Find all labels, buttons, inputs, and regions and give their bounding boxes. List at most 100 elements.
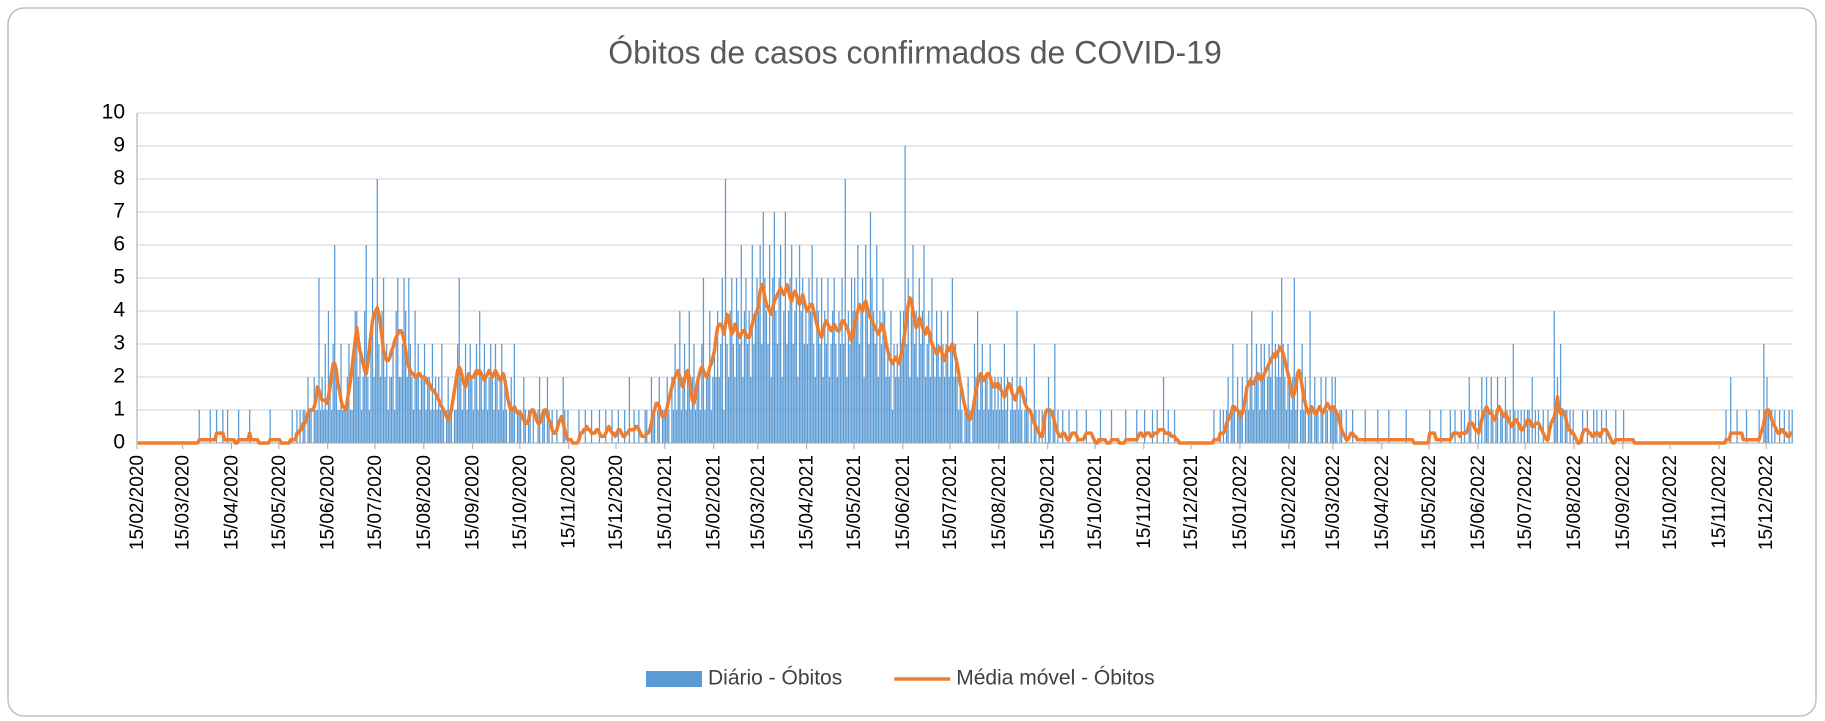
bar	[1222, 410, 1225, 443]
bar	[1600, 410, 1603, 443]
bar	[910, 311, 913, 443]
bar	[1076, 410, 1078, 443]
bar	[832, 311, 834, 443]
bar	[445, 410, 448, 443]
bar	[393, 410, 396, 443]
bar	[1495, 410, 1497, 443]
bar	[1292, 377, 1294, 443]
bar	[847, 311, 850, 443]
bar	[1002, 410, 1004, 443]
bar	[334, 245, 336, 443]
legend-label: Diário - Óbitos	[708, 667, 842, 690]
y-tick-label: 9	[113, 134, 125, 157]
bar	[1285, 410, 1288, 443]
bar	[657, 410, 659, 443]
bar	[433, 410, 435, 443]
bar	[1057, 410, 1059, 443]
bar	[803, 344, 805, 443]
bar	[1238, 410, 1240, 443]
bar	[743, 311, 746, 443]
bar	[529, 410, 531, 443]
bar	[1492, 410, 1494, 443]
bar	[491, 377, 493, 443]
bar	[512, 410, 514, 443]
bar	[713, 344, 716, 443]
bar	[857, 245, 859, 443]
bar	[455, 410, 457, 443]
bar	[921, 311, 924, 443]
bar	[756, 278, 758, 443]
bar	[907, 278, 909, 443]
bar	[866, 311, 868, 443]
bar	[502, 410, 504, 443]
x-tick-label: 15/11/2020	[559, 455, 580, 549]
bar	[980, 377, 982, 443]
bar	[1254, 377, 1256, 443]
bar	[751, 245, 753, 443]
bar	[1271, 311, 1273, 443]
x-tick-label: 15/10/2022	[1660, 455, 1681, 550]
bar	[735, 278, 738, 443]
bar	[486, 410, 489, 443]
bar	[397, 278, 399, 443]
bar	[805, 311, 807, 443]
bar	[1284, 377, 1286, 443]
bar	[1315, 410, 1317, 443]
bar	[375, 311, 377, 443]
bar	[1311, 410, 1313, 443]
bar	[754, 311, 757, 443]
bar	[457, 344, 459, 443]
bar	[198, 410, 200, 443]
bar	[513, 344, 515, 443]
bar	[694, 410, 697, 443]
x-tick-label: 15/08/2022	[1564, 455, 1585, 550]
bar	[668, 410, 670, 443]
x-tick-label: 15/05/2022	[1419, 455, 1440, 550]
bar	[772, 278, 774, 443]
x-tick-label: 15/10/2021	[1085, 455, 1106, 550]
bar	[920, 344, 922, 443]
bar	[1569, 410, 1571, 443]
legend-swatch	[646, 671, 702, 687]
bar	[687, 377, 689, 443]
bar	[724, 179, 727, 443]
bar	[1791, 410, 1793, 443]
bar	[1099, 410, 1102, 443]
bar	[1255, 344, 1258, 443]
bar	[335, 377, 337, 443]
bar	[661, 410, 664, 443]
bar	[890, 311, 892, 443]
bar	[652, 410, 654, 443]
x-tick-label: 15/06/2022	[1468, 455, 1489, 550]
bar	[683, 344, 686, 443]
bar	[828, 377, 831, 443]
bar	[400, 377, 402, 443]
bar	[1468, 377, 1470, 443]
bar	[1251, 311, 1253, 443]
bar	[1596, 410, 1598, 443]
bar	[702, 278, 705, 443]
bar	[844, 179, 846, 443]
bar	[879, 311, 881, 443]
bar	[884, 311, 886, 443]
bar	[906, 344, 908, 443]
y-tick-label: 0	[113, 431, 125, 454]
bar	[988, 410, 990, 443]
bar	[458, 278, 460, 443]
bar	[762, 212, 764, 443]
bar	[520, 410, 522, 443]
bar	[523, 377, 525, 443]
x-tick-label: 15/07/2022	[1515, 455, 1536, 550]
bar	[496, 377, 498, 443]
bar	[701, 344, 703, 443]
bar	[453, 410, 456, 443]
bar	[1167, 410, 1169, 443]
bar	[981, 344, 983, 443]
bar	[1553, 311, 1555, 443]
x-tick-label: 15/07/2021	[940, 455, 961, 550]
bar	[1501, 410, 1503, 443]
bar	[1429, 410, 1431, 443]
bar	[431, 344, 434, 443]
bar	[797, 377, 799, 443]
bar	[1555, 410, 1557, 443]
